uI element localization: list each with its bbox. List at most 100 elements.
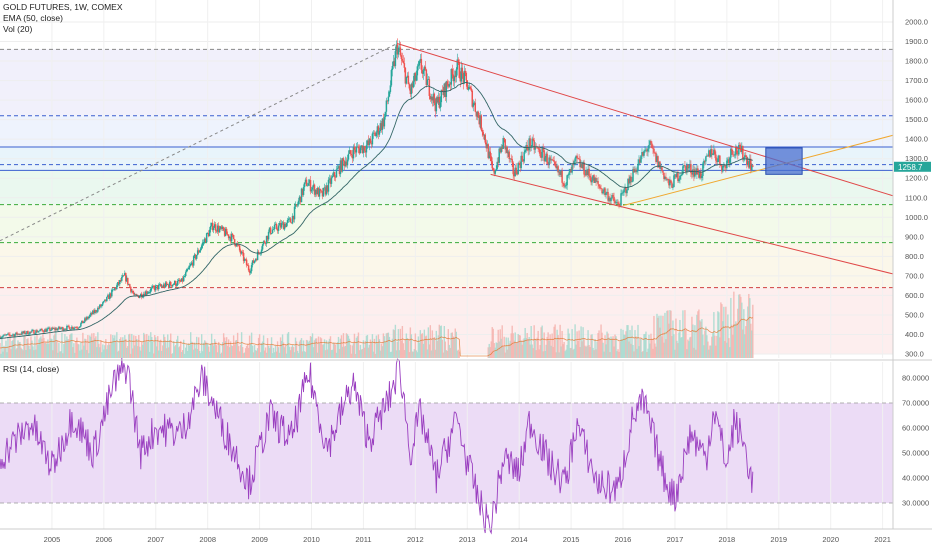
volume-bar: [141, 341, 143, 358]
candle: [748, 158, 750, 169]
candle: [543, 146, 545, 165]
volume-bar: [503, 336, 505, 358]
volume-legend[interactable]: Vol (20): [3, 24, 33, 34]
candle: [487, 143, 489, 160]
volume-bar: [382, 333, 385, 358]
candle: [413, 72, 416, 87]
trendlines[interactable]: [0, 43, 894, 275]
candle-body: [435, 97, 438, 112]
price-tick-label: 2000.0: [905, 18, 928, 27]
candle: [217, 222, 220, 236]
volume-bar: [244, 348, 247, 358]
candle-body: [517, 163, 519, 175]
volume-bar: [576, 331, 578, 358]
candle: [124, 270, 126, 276]
symbol-title[interactable]: GOLD FUTURES, 1W, COMEX: [3, 2, 123, 12]
candle: [353, 143, 356, 155]
volume-bar: [139, 346, 141, 358]
volume-bar: [573, 348, 575, 358]
candle-body: [621, 192, 623, 194]
candle: [347, 150, 350, 162]
candle-body: [205, 233, 208, 243]
candle: [469, 85, 472, 90]
candle-body: [197, 250, 200, 253]
volume-bar: [575, 344, 577, 358]
candle-body: [670, 180, 672, 183]
candle-body: [332, 172, 335, 177]
volume-bar: [509, 340, 511, 358]
candle-body: [362, 146, 365, 153]
volume-bar: [398, 350, 401, 358]
volume-bar: [750, 323, 752, 358]
volume-bar: [109, 344, 111, 358]
candle: [165, 280, 168, 287]
volume-bar: [752, 304, 754, 358]
volume-bar: [12, 339, 14, 358]
candle-body: [307, 183, 310, 186]
candle: [460, 61, 463, 84]
candle-body: [560, 170, 562, 175]
volume-bar: [297, 353, 300, 358]
volume-bar: [280, 340, 283, 358]
volume-bar: [191, 342, 194, 358]
candle: [21, 330, 23, 336]
candle: [300, 187, 303, 203]
candle-body: [295, 204, 298, 206]
volume-bar: [606, 331, 608, 358]
candle-body: [263, 241, 266, 243]
ema-line: [0, 82, 753, 339]
volume-bar: [593, 350, 595, 358]
candle: [184, 270, 187, 278]
candle-body: [374, 133, 377, 137]
candle: [412, 75, 415, 89]
candle-body: [242, 252, 245, 261]
volume-bar: [281, 334, 284, 358]
volume-bar: [426, 349, 429, 358]
horizontal-levels: [0, 48, 893, 289]
candle-body: [314, 189, 317, 195]
candle: [565, 182, 567, 189]
volume-bar: [493, 343, 495, 358]
volume-bar: [186, 344, 188, 358]
candle-body: [153, 285, 155, 288]
volume-bar: [208, 351, 211, 358]
volume-bar: [28, 345, 30, 358]
candle: [249, 268, 252, 275]
candle-body: [582, 162, 584, 169]
volume-bar: [196, 348, 199, 358]
candle-body: [531, 138, 533, 147]
candle-body: [6, 334, 8, 335]
volume-bar: [58, 342, 60, 358]
ema-legend[interactable]: EMA (50, close): [3, 13, 63, 23]
volume-bar: [73, 343, 75, 358]
volume-bar: [601, 332, 603, 358]
candle: [13, 333, 15, 338]
candle-body: [29, 331, 31, 335]
candlesticks[interactable]: [0, 38, 754, 340]
volume-bar: [360, 349, 363, 358]
candle: [393, 57, 396, 68]
volume-bar: [681, 337, 683, 358]
candle: [235, 242, 238, 248]
candle: [441, 85, 444, 92]
candle: [82, 320, 84, 324]
volume-bar: [652, 348, 654, 358]
candle-body: [414, 73, 417, 81]
candle-body: [401, 58, 404, 61]
candle-body: [586, 170, 588, 175]
volume-bar: [700, 321, 702, 358]
candle-body: [393, 61, 396, 66]
candle: [118, 280, 120, 286]
candle-body: [644, 150, 646, 152]
candle: [31, 328, 33, 334]
volume-bar: [450, 332, 452, 358]
volume-bar: [739, 294, 741, 358]
candle-body: [593, 175, 595, 183]
rsi-title[interactable]: RSI (14, close): [3, 364, 60, 374]
candle-body: [620, 193, 622, 206]
candle-body: [606, 191, 608, 193]
candle-body: [167, 284, 170, 288]
volume-bar: [293, 352, 296, 358]
